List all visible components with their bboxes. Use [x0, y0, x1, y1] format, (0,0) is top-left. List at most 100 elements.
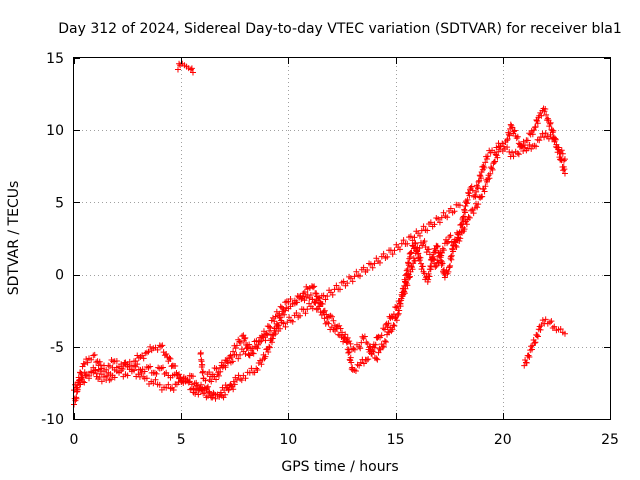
data-point — [549, 324, 556, 331]
data-point — [300, 290, 307, 297]
data-point — [499, 140, 506, 147]
data-point — [226, 355, 233, 362]
y-tick-label: -5 — [50, 340, 64, 356]
data-point — [284, 319, 291, 326]
data-point — [241, 335, 248, 342]
data-point — [468, 183, 475, 190]
data-point — [506, 132, 513, 139]
data-point — [531, 339, 538, 346]
x-tick-label: 25 — [601, 432, 619, 448]
data-point — [521, 362, 528, 369]
data-point — [416, 245, 423, 252]
data-point — [184, 376, 191, 383]
data-point — [257, 338, 264, 345]
data-point — [493, 144, 500, 151]
data-point — [277, 303, 284, 310]
data-point — [475, 201, 482, 208]
data-point — [349, 278, 356, 285]
data-point — [344, 280, 351, 287]
data-point — [415, 250, 422, 257]
data-point — [382, 339, 389, 346]
data-point — [134, 361, 141, 368]
data-point — [313, 306, 320, 313]
data-point — [494, 154, 501, 161]
data-point — [222, 364, 229, 371]
data-point — [447, 205, 454, 212]
data-point — [264, 332, 271, 339]
data-point — [504, 137, 511, 144]
data-point — [205, 383, 211, 390]
data-point — [546, 319, 553, 326]
data-point — [131, 367, 138, 374]
data-point — [358, 339, 365, 346]
data-point — [126, 358, 133, 365]
data-point — [393, 304, 400, 311]
data-point — [210, 390, 217, 397]
data-point — [309, 305, 316, 312]
data-point — [357, 359, 364, 366]
data-point — [237, 351, 244, 358]
data-point — [542, 105, 549, 112]
data-point — [447, 262, 454, 269]
data-point — [526, 353, 533, 360]
data-point — [489, 166, 496, 173]
data-point — [209, 371, 216, 378]
data-point — [167, 355, 174, 362]
data-point — [520, 138, 527, 145]
data-point — [390, 311, 397, 318]
data-point — [351, 273, 358, 280]
data-point — [474, 204, 481, 211]
data-point — [451, 208, 458, 215]
data-point — [237, 339, 244, 346]
data-point — [561, 166, 568, 173]
data-point — [380, 250, 387, 257]
data-point — [394, 303, 401, 310]
data-point — [178, 378, 185, 385]
data-point — [429, 254, 436, 261]
x-axis-label: GPS time / hours — [281, 459, 398, 475]
data-point — [453, 244, 460, 251]
data-point — [506, 148, 513, 155]
data-point — [371, 260, 378, 267]
data-point — [217, 364, 224, 371]
data-point — [539, 130, 546, 137]
data-point — [404, 282, 411, 289]
y-tick-label: 10 — [46, 123, 64, 139]
data-point — [357, 345, 364, 352]
data-point — [293, 309, 300, 316]
y-tick-label: 0 — [55, 268, 64, 284]
data-point — [432, 247, 439, 254]
data-point — [401, 288, 408, 295]
data-point — [435, 259, 442, 266]
data-point — [546, 120, 553, 127]
data-point — [280, 306, 287, 313]
data-point — [436, 219, 443, 226]
data-point — [464, 196, 471, 203]
data-point — [333, 325, 340, 332]
data-point — [230, 386, 237, 393]
plot-frame — [73, 57, 611, 420]
data-point — [170, 387, 177, 394]
data-point — [412, 240, 419, 247]
grid — [74, 58, 610, 419]
data-point — [456, 238, 463, 245]
data-point — [175, 379, 182, 386]
data-point — [425, 276, 432, 283]
data-point — [101, 368, 108, 375]
data-point — [559, 150, 566, 157]
data-point — [145, 348, 152, 355]
data-point — [481, 164, 488, 171]
data-point — [479, 193, 486, 200]
data-point — [268, 339, 275, 346]
data-point — [289, 318, 296, 325]
data-point — [507, 121, 514, 128]
data-point — [250, 350, 257, 357]
data-point — [365, 356, 372, 363]
data-point — [276, 310, 283, 317]
data-point — [253, 337, 260, 344]
data-point — [165, 381, 172, 388]
data-point — [141, 368, 148, 375]
data-point — [88, 356, 95, 363]
data-point — [236, 338, 243, 345]
data-point — [462, 209, 469, 216]
